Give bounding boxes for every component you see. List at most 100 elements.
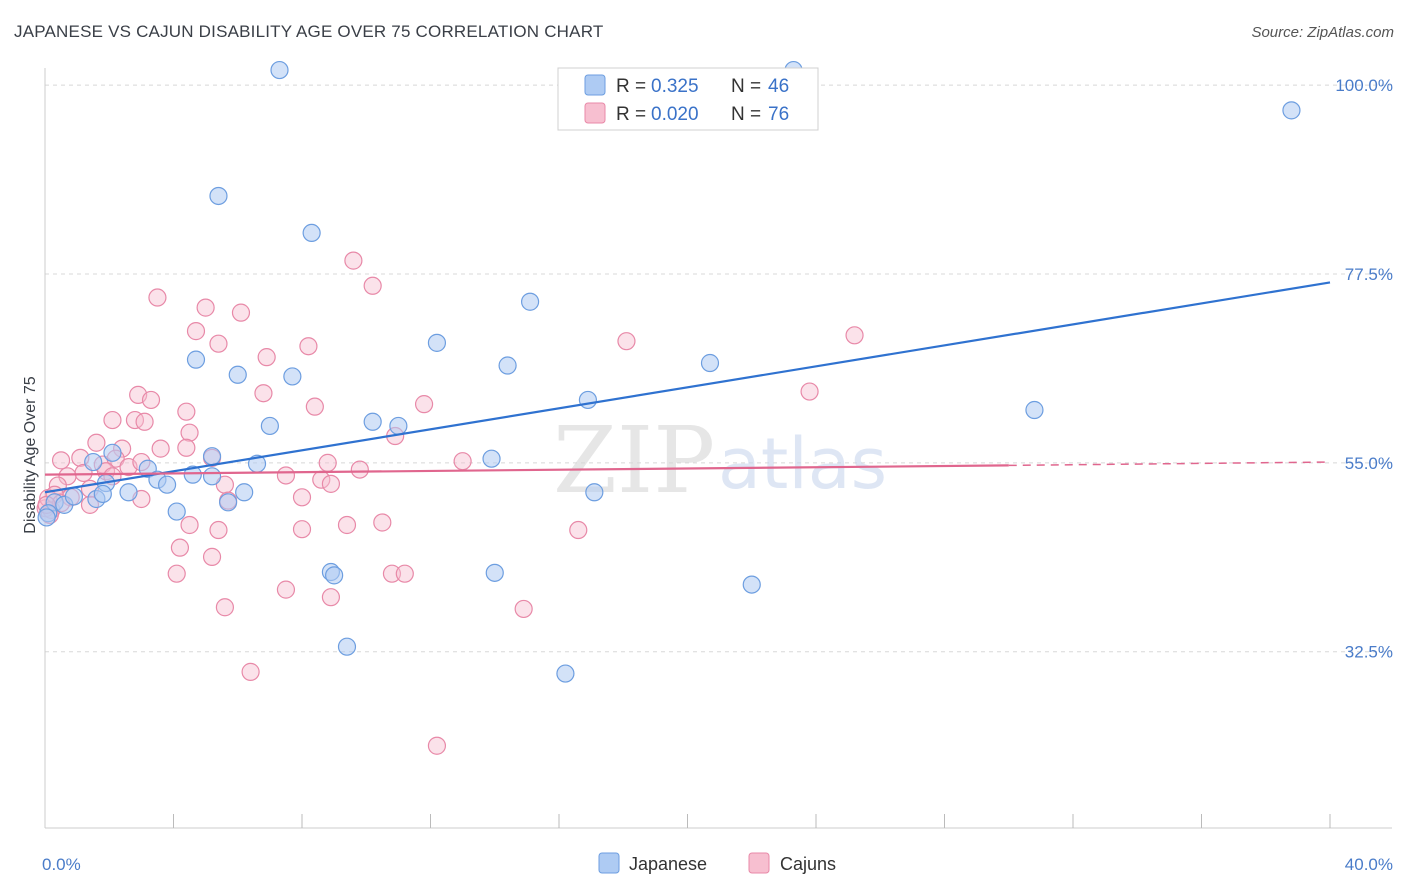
- cajun-point: [196, 298, 215, 317]
- japanese-point: [270, 60, 289, 80]
- cajun-trend-extension: [1008, 461, 1331, 467]
- legend-n-label-japanese: N =: [731, 76, 761, 97]
- cajun-point: [215, 598, 234, 617]
- japanese-point: [283, 367, 302, 386]
- japanese-point: [219, 493, 238, 512]
- cajun-point: [382, 564, 402, 583]
- japanese-point: [520, 292, 540, 311]
- cajun-point: [167, 564, 186, 583]
- japanese-point: [37, 508, 56, 527]
- cajun-point: [177, 402, 196, 421]
- series-legend-label-japanese: Japanese: [629, 854, 707, 874]
- cajun-point: [209, 334, 228, 353]
- japanese-point: [202, 447, 222, 466]
- japanese-point: [1025, 400, 1044, 420]
- axes: [44, 68, 1392, 829]
- cajun-point: [350, 460, 369, 479]
- japanese-point: [183, 465, 202, 484]
- cajun-point: [209, 520, 228, 540]
- tick-labels: 32.5% 55.0% 77.5% 100.0% 0.0% 40.0%: [42, 76, 1393, 874]
- cajun-point: [276, 466, 296, 485]
- japanese-point: [103, 443, 122, 462]
- x-tick-label: 40.0%: [1345, 855, 1393, 874]
- series-legend-swatch-cajun: [748, 852, 770, 874]
- cajun-point: [241, 662, 260, 681]
- stats-legend: R = 0.325 N = 46 R = 0.020 N = 76: [557, 67, 819, 131]
- japanese-point: [202, 467, 222, 486]
- japanese-point: [235, 483, 254, 502]
- cajun-point: [180, 423, 199, 442]
- cajun-point: [292, 488, 312, 507]
- japanese-point: [363, 412, 382, 431]
- cajun-point: [321, 588, 341, 607]
- cajun-point: [617, 332, 636, 351]
- cajun-point: [177, 438, 196, 457]
- cajun-point: [363, 276, 382, 295]
- legend-n-value-cajun: 76: [768, 104, 789, 125]
- japanese-point: [302, 223, 321, 243]
- cajun-point: [141, 390, 161, 410]
- legend-swatch-cajun: [584, 102, 606, 124]
- japanese-point: [700, 353, 720, 373]
- cajun-point: [135, 412, 154, 431]
- legend-n-label-cajun: N =: [731, 104, 761, 125]
- cajun-point: [845, 326, 864, 345]
- series-legend-swatch-japanese: [598, 852, 620, 874]
- cajun-point: [321, 474, 341, 493]
- cajun-trend-line: [44, 464, 1009, 476]
- cajun-point: [151, 439, 170, 458]
- cajun-point: [569, 520, 588, 540]
- legend-r-label-japanese: R =: [616, 76, 646, 97]
- cajun-point: [180, 515, 199, 535]
- japanese-point: [1282, 101, 1301, 120]
- cajun-point: [202, 547, 222, 566]
- cajun-point: [453, 452, 472, 471]
- legend-swatch-japanese: [584, 74, 606, 96]
- japanese-point: [389, 416, 408, 436]
- series-legend-label-cajuns: Cajuns: [780, 854, 836, 874]
- cajun-point: [254, 384, 273, 403]
- japanese-point: [578, 390, 598, 410]
- cajun-point: [427, 736, 447, 755]
- cajun-point: [395, 564, 414, 583]
- japanese-point: [157, 475, 177, 494]
- cajun-point: [318, 453, 337, 472]
- cajun-point: [373, 513, 392, 532]
- japanese-trend-line: [44, 281, 1331, 494]
- y-tick-label: 100.0%: [1335, 76, 1393, 95]
- trend-lines: [44, 281, 1331, 494]
- japanese-point: [556, 664, 575, 683]
- legend-n-value-japanese: 46: [768, 76, 789, 97]
- japanese-point: [485, 563, 504, 582]
- cajun-point: [292, 520, 312, 539]
- series-legend: Japanese Cajuns: [598, 852, 836, 874]
- legend-r-label-cajun: R =: [616, 104, 646, 125]
- watermark-atlas: atlas: [718, 423, 887, 505]
- legend-r-value-cajun: 0.020: [651, 104, 699, 125]
- cajun-point: [299, 337, 318, 356]
- cajun-point: [51, 451, 71, 470]
- cajun-point: [58, 467, 77, 486]
- cajun-point: [800, 382, 819, 401]
- japanese-point: [93, 484, 112, 504]
- cajun-point: [87, 433, 106, 452]
- japanese-point: [119, 483, 138, 502]
- japanese-point: [228, 365, 247, 384]
- japanese-point: [209, 186, 228, 206]
- y-tick-label: 77.5%: [1345, 265, 1393, 284]
- japanese-point: [84, 452, 103, 472]
- watermark: ZIP atlas: [553, 407, 887, 514]
- y-tick-label: 55.0%: [1345, 454, 1393, 473]
- japanese-point: [325, 566, 344, 585]
- chart-title: JAPANESE VS CAJUN DISABILITY AGE OVER 75…: [14, 22, 604, 41]
- cajun-point: [514, 599, 533, 619]
- japanese-points: [37, 60, 1301, 683]
- japanese-point: [427, 333, 447, 352]
- y-axis-label: Disability Age Over 75: [22, 376, 39, 534]
- cajun-point: [276, 580, 296, 599]
- cajun-point: [170, 538, 190, 557]
- y-tick-label: 32.5%: [1345, 643, 1393, 662]
- japanese-point: [742, 575, 761, 594]
- cajun-point: [148, 288, 167, 307]
